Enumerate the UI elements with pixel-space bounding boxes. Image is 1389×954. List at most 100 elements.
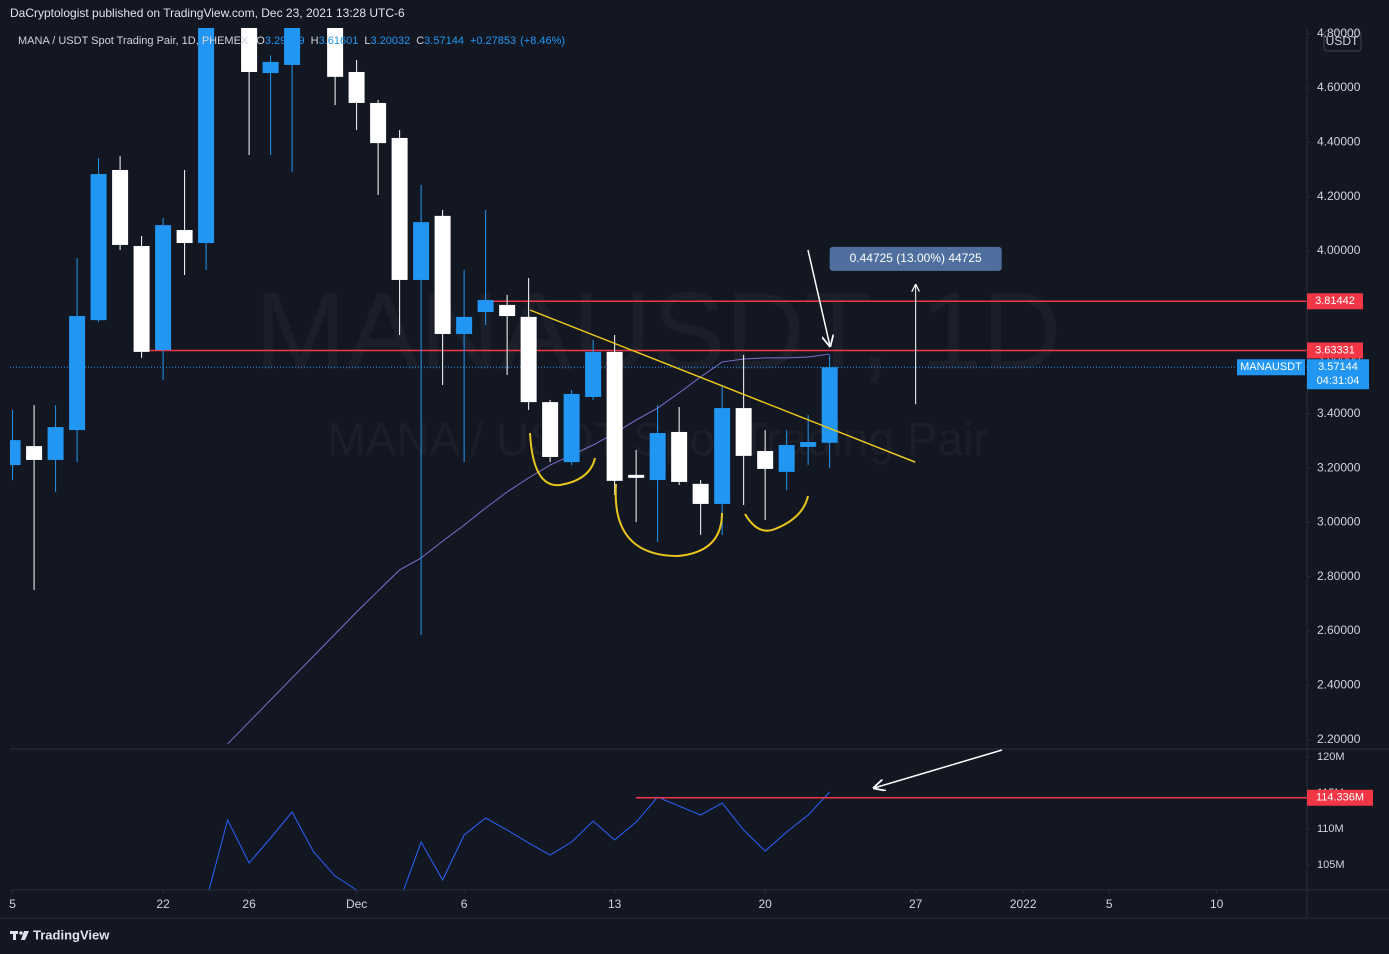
legend-letter: O (256, 35, 265, 47)
x-tick-label: 27 (909, 897, 923, 911)
y-tick-label: 2.40000 (1317, 677, 1361, 691)
y-tick-label: 3.00000 (1317, 515, 1361, 529)
candle-body (69, 316, 86, 431)
candle-body (606, 351, 623, 481)
volume-line (208, 791, 831, 890)
logo (10, 931, 29, 940)
arrow (807, 249, 830, 346)
y-tick-label: 2.60000 (1317, 623, 1361, 637)
y-tick-label: 120M (1317, 751, 1345, 763)
legend-value: 3.20032 (370, 35, 410, 47)
legend-letter: C (416, 35, 424, 47)
candle-body (262, 61, 279, 74)
price-tag (1307, 342, 1363, 359)
x-tick-label: 6 (461, 897, 468, 911)
y-tick-label: 4.80000 (1317, 26, 1361, 40)
y-tick-label: 2.80000 (1317, 569, 1361, 583)
main-pane: MANAUSDT, 1D MANA / USDT Spot Trading Pa… (10, 28, 1307, 745)
candle-body (176, 229, 193, 244)
candle-body (413, 222, 430, 280)
symbol-tag (1237, 359, 1305, 376)
legend-title: MANA / USDT Spot Trading Pair, 1D, PHEME… (18, 35, 249, 47)
legend-value: 3.61601 (319, 35, 359, 47)
y-tick-label: 4.60000 (1317, 80, 1361, 94)
arrow (874, 749, 1003, 788)
price-tag-label: 3.63331 (1315, 344, 1355, 356)
currency: USDT (1326, 34, 1359, 48)
candle-body (284, 28, 301, 65)
price-tag-label: 3.81442 (1315, 295, 1355, 307)
candle-body (241, 28, 258, 72)
candle-body (456, 316, 473, 334)
moving-average (227, 353, 830, 745)
candle-body (778, 445, 795, 472)
candle-body (499, 304, 516, 317)
candle-body (714, 408, 731, 504)
candle-body (327, 28, 344, 77)
candle-body (757, 450, 774, 469)
candle-body (585, 351, 602, 397)
x-tick-label: 5 (9, 897, 16, 911)
x-tick-label: Dec (346, 897, 367, 911)
x-tick-label: 20 (758, 897, 772, 911)
x-tick-label: 22 (156, 897, 170, 911)
candle-body (477, 300, 494, 312)
currency-box (1323, 30, 1362, 52)
candle-body (649, 433, 666, 481)
legend-change: +0.27853 (470, 35, 516, 47)
symbol-tag-label: MANAUSDT (1240, 361, 1302, 373)
measure-box (829, 246, 1002, 271)
candle-body (133, 246, 150, 352)
drawings (529, 432, 809, 558)
last-price-tag (1307, 359, 1369, 390)
legend-letter: L (364, 35, 370, 47)
candle-body (26, 446, 43, 460)
candle-body (370, 102, 387, 144)
candle-body (563, 393, 580, 463)
volume-tag (1307, 789, 1373, 806)
candle-body (47, 427, 64, 460)
legend-change-pct: (+8.46%) (520, 35, 565, 47)
candle-body (800, 442, 817, 447)
legend: MANA / USDT Spot Trading Pair, 1D, PHEME… (18, 35, 565, 47)
candle-body (10, 440, 21, 466)
countdown: 04:31:04 (1317, 375, 1360, 387)
y-tick-label: 4.00000 (1317, 243, 1361, 257)
y-tick-label: 4.20000 (1317, 189, 1361, 203)
candle-body (692, 483, 709, 504)
x-tick-label: 2022 (1010, 897, 1037, 911)
trendline (529, 309, 916, 463)
last-price-label: 3.57144 (1318, 361, 1358, 373)
legend-value: 3.29319 (265, 35, 305, 47)
y-tick-label: 3.40000 (1317, 406, 1361, 420)
x-tick-label: 5 (1106, 897, 1113, 911)
candle-body (198, 28, 215, 244)
y-tick-label: 105M (1317, 859, 1345, 871)
candle-body (821, 367, 838, 443)
x-tick-label: 26 (242, 897, 256, 911)
volume-tag-label: 114.336M (1316, 792, 1364, 804)
candle-body (112, 169, 129, 245)
candle-body (391, 137, 408, 280)
brand: TradingView (33, 927, 110, 942)
candle-body (542, 402, 559, 457)
candle-body (520, 316, 537, 403)
candle-body (155, 225, 172, 350)
volume-pane (208, 791, 831, 890)
pattern-curve (744, 495, 809, 532)
y-tick-label: 4.40000 (1317, 134, 1361, 148)
watermark: MANAUSDT, 1D (255, 270, 1062, 393)
legend-value: 3.57144 (424, 35, 464, 47)
candle-body (671, 431, 688, 482)
candle-body (90, 174, 107, 321)
price-tag (1307, 293, 1363, 310)
pattern-curve (529, 432, 596, 487)
x-tick-label: 13 (608, 897, 622, 911)
legend-letter: H (311, 35, 319, 47)
y-tick-label: 110M (1317, 823, 1344, 835)
y-tick-label: 2.20000 (1317, 732, 1361, 746)
pattern-curve (614, 483, 723, 558)
